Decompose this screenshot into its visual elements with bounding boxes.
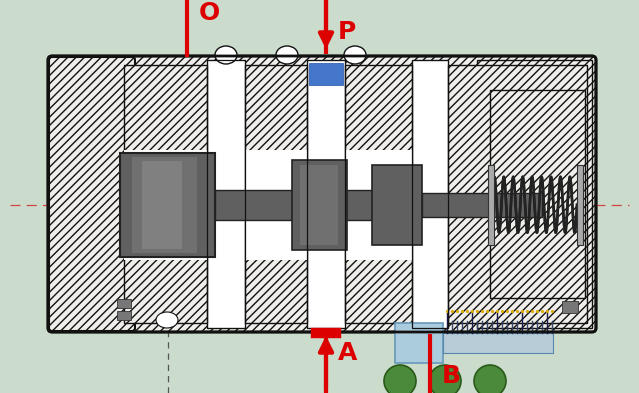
Text: P: P (338, 20, 357, 44)
Bar (345, 65, 412, 323)
Bar (120, 153, 215, 257)
Bar (307, 60, 345, 328)
Bar (142, 161, 182, 249)
Bar (490, 90, 585, 298)
Bar (422, 193, 542, 217)
FancyBboxPatch shape (49, 57, 135, 331)
Bar (124, 150, 484, 260)
Bar (577, 165, 583, 245)
Text: O: O (199, 0, 220, 24)
Bar (124, 65, 207, 323)
Ellipse shape (344, 46, 366, 64)
Bar (245, 150, 307, 260)
Bar (309, 63, 343, 85)
Circle shape (384, 365, 416, 393)
Bar (215, 190, 410, 220)
Circle shape (429, 365, 461, 393)
Text: B: B (442, 364, 461, 388)
Text: A: A (338, 341, 357, 365)
FancyBboxPatch shape (48, 56, 596, 332)
Bar (443, 333, 553, 353)
Bar (488, 165, 494, 245)
Bar (477, 60, 592, 328)
Bar (412, 60, 448, 328)
Bar (207, 60, 245, 328)
Bar (307, 60, 345, 328)
Bar (345, 150, 412, 260)
Bar (372, 165, 422, 245)
Bar (207, 60, 245, 328)
Bar (448, 65, 587, 323)
Ellipse shape (156, 312, 178, 328)
Bar (395, 323, 443, 363)
Bar (311, 328, 341, 338)
Bar (562, 301, 578, 313)
Circle shape (474, 365, 506, 393)
Bar (300, 165, 338, 245)
Bar (132, 157, 197, 253)
Bar (117, 311, 131, 320)
Bar (412, 60, 448, 328)
Bar (124, 150, 207, 260)
Bar (117, 299, 131, 308)
Bar (245, 65, 307, 323)
Bar (52, 60, 132, 328)
Ellipse shape (215, 46, 237, 64)
Ellipse shape (276, 46, 298, 64)
Bar (292, 160, 347, 250)
